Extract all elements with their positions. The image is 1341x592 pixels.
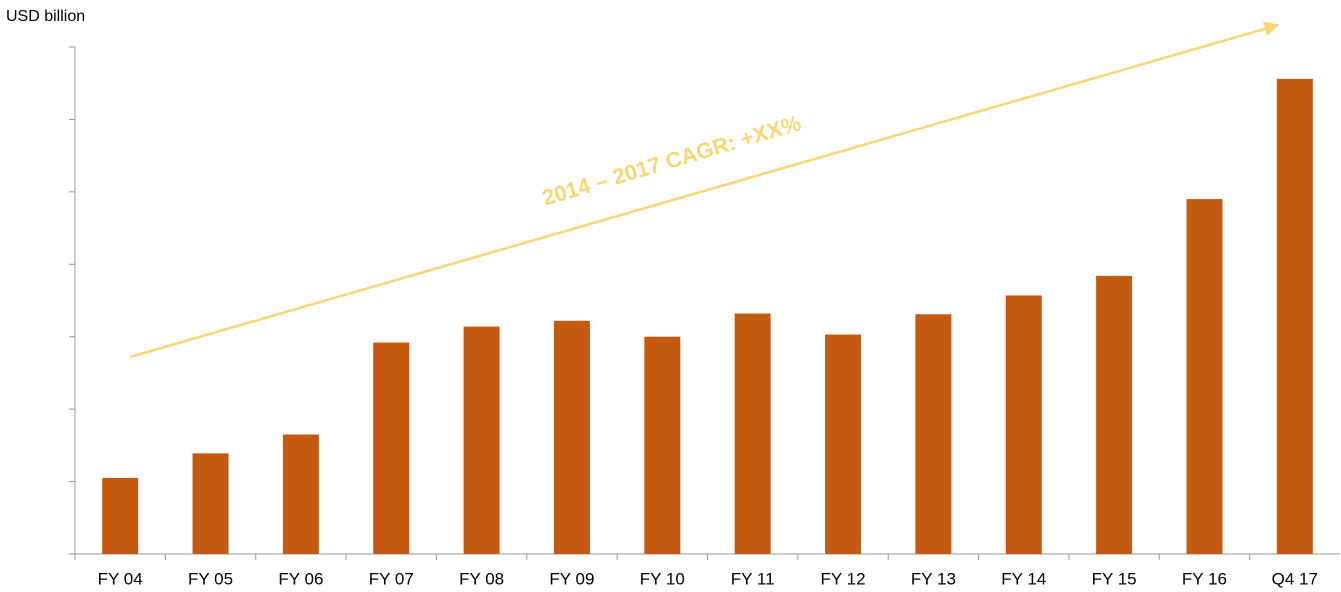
- x-tick-label: FY 10: [640, 569, 685, 588]
- bar: [1276, 78, 1313, 555]
- x-tick-label: FY 07: [369, 569, 414, 588]
- x-tick-label: FY 12: [821, 569, 866, 588]
- x-tick-label: Q4 17: [1272, 569, 1318, 588]
- x-tick-label: FY 09: [549, 569, 594, 588]
- x-tick-label: FY 08: [459, 569, 504, 588]
- bar: [915, 314, 952, 554]
- x-tick-label: FY 15: [1092, 569, 1137, 588]
- bar: [734, 313, 771, 554]
- annotation: 2014 – 2017 CAGR: +XX%: [539, 110, 803, 210]
- y-axis-label: USD billion: [6, 8, 85, 25]
- bar: [825, 334, 862, 554]
- bar: [373, 342, 410, 554]
- x-tick-label: FY 06: [278, 569, 323, 588]
- bar: [1005, 295, 1042, 554]
- bar: [102, 477, 139, 554]
- x-tick-label: FY 05: [188, 569, 233, 588]
- x-tick-label: FY 16: [1182, 569, 1227, 588]
- bar: [553, 320, 590, 554]
- bar: [1096, 275, 1133, 554]
- x-tick-label: FY 13: [911, 569, 956, 588]
- trend-arrow: [129, 21, 1280, 359]
- x-tick-label: FY 11: [731, 569, 775, 588]
- x-tick-label: FY 04: [98, 569, 143, 588]
- bar: [1186, 199, 1223, 554]
- x-tick-label: FY 14: [1001, 569, 1046, 588]
- bar: [463, 326, 500, 554]
- bar: [192, 453, 229, 554]
- bar: [282, 434, 319, 554]
- bar: [644, 336, 681, 554]
